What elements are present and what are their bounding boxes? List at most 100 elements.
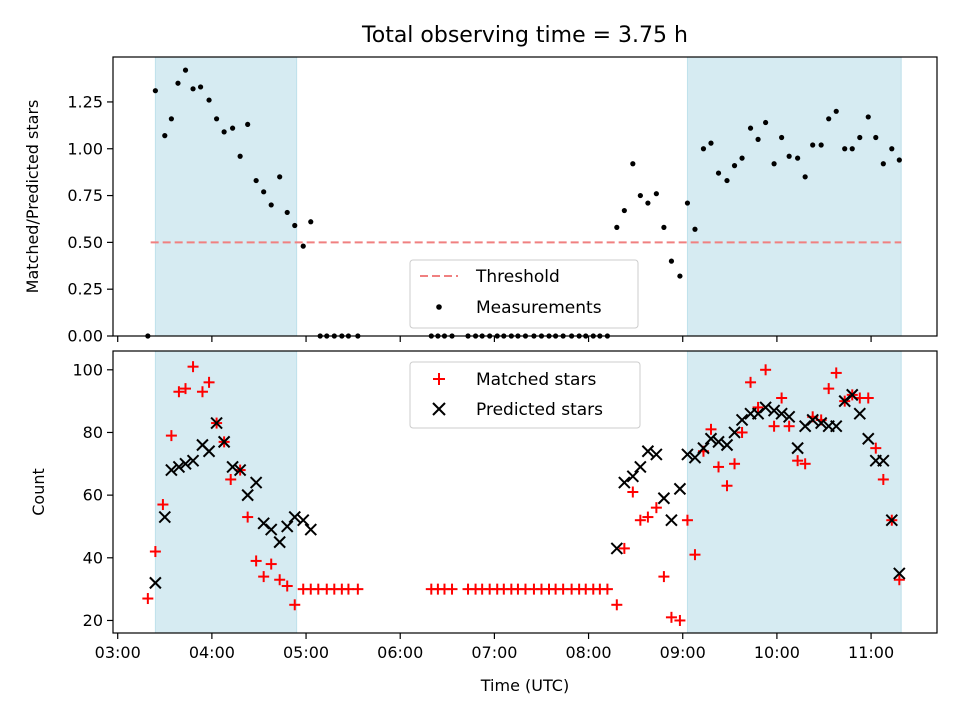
- matched-star-point: [281, 580, 293, 592]
- predicted-star-point: [853, 407, 866, 420]
- measurement-point: [197, 84, 204, 90]
- predicted-star-point-b: [297, 513, 310, 527]
- top-y-tick-label: 0.75: [67, 186, 103, 205]
- matched-star-point: [258, 571, 270, 583]
- bottom-y-ticks: 20 40 60 80 100: [72, 360, 113, 630]
- predicted-star-point-b: [673, 482, 687, 496]
- predicted-star-point-b: [681, 448, 694, 461]
- matched-star-point: [180, 383, 192, 395]
- measurement-point: [700, 146, 707, 152]
- top-observing-spans: [154, 56, 902, 337]
- measurement-point: [268, 202, 274, 208]
- predicted-star-point-b: [233, 463, 247, 477]
- matched-star-point: [830, 367, 842, 379]
- matched-star-point: [760, 364, 772, 376]
- matched-star-point: [187, 361, 199, 373]
- predicted-star-point: [233, 463, 247, 477]
- measurement-point: [190, 86, 196, 92]
- predicted-star-point: [735, 413, 749, 427]
- matched-star-point: [713, 461, 725, 473]
- legend-measurements-label: Measurements: [476, 298, 602, 318]
- measurement-point: [889, 146, 895, 152]
- measurement-point: [810, 142, 816, 148]
- matched-star-point: [729, 458, 741, 470]
- predicted-star-point: [767, 404, 781, 417]
- predicted-star-point: [210, 416, 223, 430]
- matched-star-point: [705, 423, 717, 435]
- bottom-y-tick-label: 60: [83, 486, 103, 505]
- predicted-star-point-b: [281, 520, 294, 533]
- x-tick-label: 10:00: [754, 643, 800, 662]
- measurement-point: [300, 243, 306, 249]
- legend-matched-swatch: [433, 373, 445, 385]
- measurement-point: [684, 200, 691, 206]
- bottom-observing-spans: [154, 350, 902, 634]
- matched-star-point: [862, 392, 874, 404]
- matched-star-point: [627, 486, 639, 498]
- measurement-point: [731, 163, 738, 169]
- top-y-tick-label: 0.25: [67, 280, 103, 299]
- predicted-star-point-b: [759, 401, 772, 414]
- bottom-y-tick-label: 40: [83, 548, 103, 567]
- predicted-star-point-b: [697, 441, 710, 455]
- measurement-point: [637, 192, 643, 199]
- matched-star-point: [142, 593, 154, 605]
- predicted-star-point-b: [304, 523, 317, 536]
- predicted-star-point-b: [165, 463, 178, 477]
- predicted-star-point-b: [626, 470, 640, 483]
- predicted-star-point-b: [877, 454, 890, 467]
- predicted-star-point-b: [257, 517, 270, 530]
- predicted-star-point-b: [767, 404, 781, 417]
- top-observing-span-1: [686, 56, 902, 337]
- matched-star-point: [225, 473, 237, 485]
- predicted-star-point: [165, 463, 178, 477]
- x-tick-label: 07:00: [471, 643, 517, 662]
- predicted-star-point: [830, 419, 843, 433]
- predicted-star-point-b: [885, 513, 899, 527]
- measurement-point: [213, 116, 220, 122]
- measurement-point: [653, 191, 659, 197]
- matched-star-point: [650, 502, 662, 514]
- top-panel: 0.00 0.25 0.50 0.75 1.00 1.25 Total observing…: [23, 23, 938, 346]
- measurement-point: [253, 177, 259, 184]
- measurement-point: [786, 153, 792, 159]
- matched-star-point: [157, 499, 169, 511]
- matched-star-point: [203, 376, 215, 388]
- predicted-star-point: [657, 492, 671, 505]
- matched-star-point: [250, 555, 262, 567]
- predicted-star-point: [846, 388, 859, 402]
- predicted-star-point-b: [249, 476, 263, 489]
- measurement-point: [614, 224, 620, 230]
- predicted-star-point: [791, 441, 804, 455]
- measurement-point: [229, 125, 236, 131]
- predicted-star-point-b: [610, 542, 624, 555]
- matched-star-point: [823, 383, 835, 395]
- measurement-point: [755, 136, 761, 142]
- measurement-point: [739, 155, 745, 161]
- measurement-point: [237, 153, 243, 159]
- predicted-star-point-b: [650, 448, 663, 461]
- matched-star-point: [768, 420, 780, 432]
- x-tick-label: 04:00: [189, 643, 235, 662]
- matched-star-point: [289, 599, 301, 611]
- matched-star-point: [792, 455, 804, 467]
- measurement-point: [168, 116, 174, 122]
- predicted-star-point: [179, 457, 192, 471]
- x-tick-label: 06:00: [377, 643, 423, 662]
- measurement-point: [677, 273, 683, 279]
- bottom-y-tick-label: 100: [72, 360, 103, 379]
- matched-star-point: [173, 386, 185, 398]
- predicted-star-point: [172, 460, 186, 474]
- bottom-y-axis-label: Count: [29, 468, 48, 516]
- measurement-point: [692, 226, 698, 232]
- predicted-star-point-b: [862, 432, 875, 445]
- bottom-x-ticks: 03:00 04:00 05:00 06:00 07:00 08:00 09:00 10:00…: [95, 633, 894, 662]
- measurement-point: [152, 88, 158, 94]
- predicted-star-point: [893, 567, 906, 580]
- matched-star-point: [634, 514, 646, 526]
- top-y-tick-label: 1.00: [67, 139, 103, 158]
- measurement-point: [206, 97, 212, 103]
- measurement-point: [261, 189, 267, 195]
- measurement-point: [865, 114, 871, 120]
